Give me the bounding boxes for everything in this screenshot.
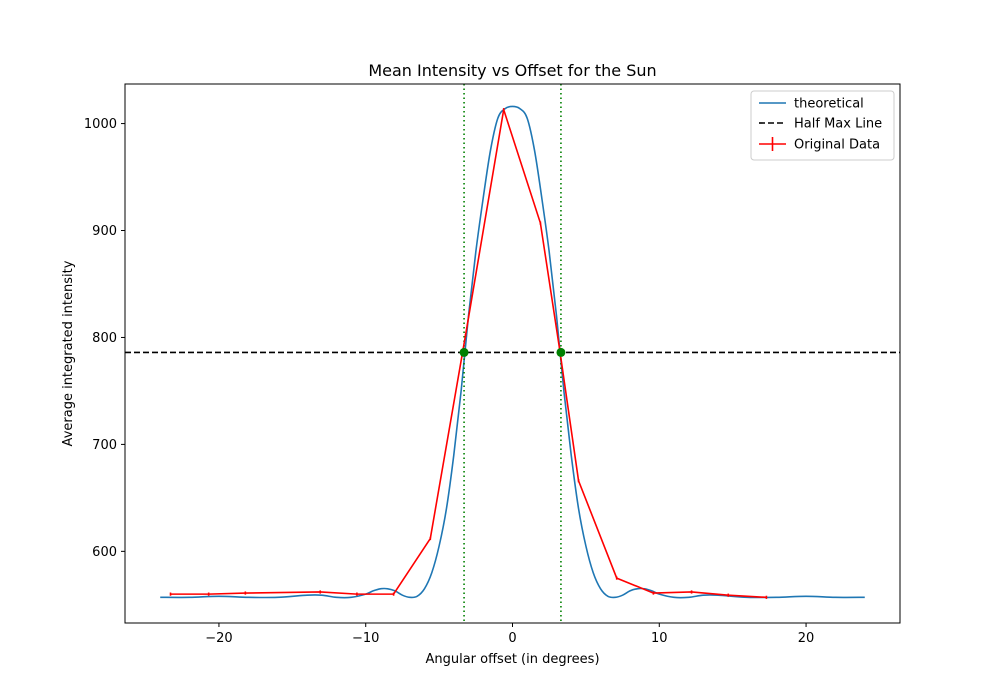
- axes-frame: [124, 83, 901, 624]
- half-max-intersection-point: [556, 347, 566, 357]
- series-original-data-line: [170, 109, 767, 599]
- axis-ticks: −20 −10 0 10 20 600 700 800 900 1000: [84, 117, 814, 646]
- legend-label: Half Max Line: [794, 117, 882, 132]
- x-tick-label: 10: [651, 631, 668, 646]
- x-axis-label: Angular offset (in degrees): [425, 652, 599, 667]
- legend-box: [750, 90, 895, 161]
- x-tick-label: −10: [352, 631, 379, 646]
- y-tick-label: 700: [92, 438, 117, 453]
- legend: theoretical Half Max Line Original Data: [750, 90, 895, 161]
- half-max-intersection-point: [459, 347, 469, 357]
- legend-label: theoretical: [794, 97, 864, 112]
- y-tick-label: 900: [92, 224, 117, 239]
- y-tick-label: 1000: [84, 117, 117, 132]
- legend-label: Original Data: [794, 138, 880, 153]
- y-axis-label: Average integrated intensity: [61, 260, 76, 446]
- chart-title: Mean Intensity vs Offset for the Sun: [368, 61, 656, 80]
- x-tick-label: −20: [205, 631, 232, 646]
- y-tick-label: 800: [92, 331, 117, 346]
- series-theoretical-line: [160, 105, 865, 599]
- plot-area: [125, 84, 900, 623]
- x-tick-label: 20: [798, 631, 815, 646]
- x-tick-label: 0: [508, 631, 516, 646]
- y-tick-label: 600: [92, 545, 117, 560]
